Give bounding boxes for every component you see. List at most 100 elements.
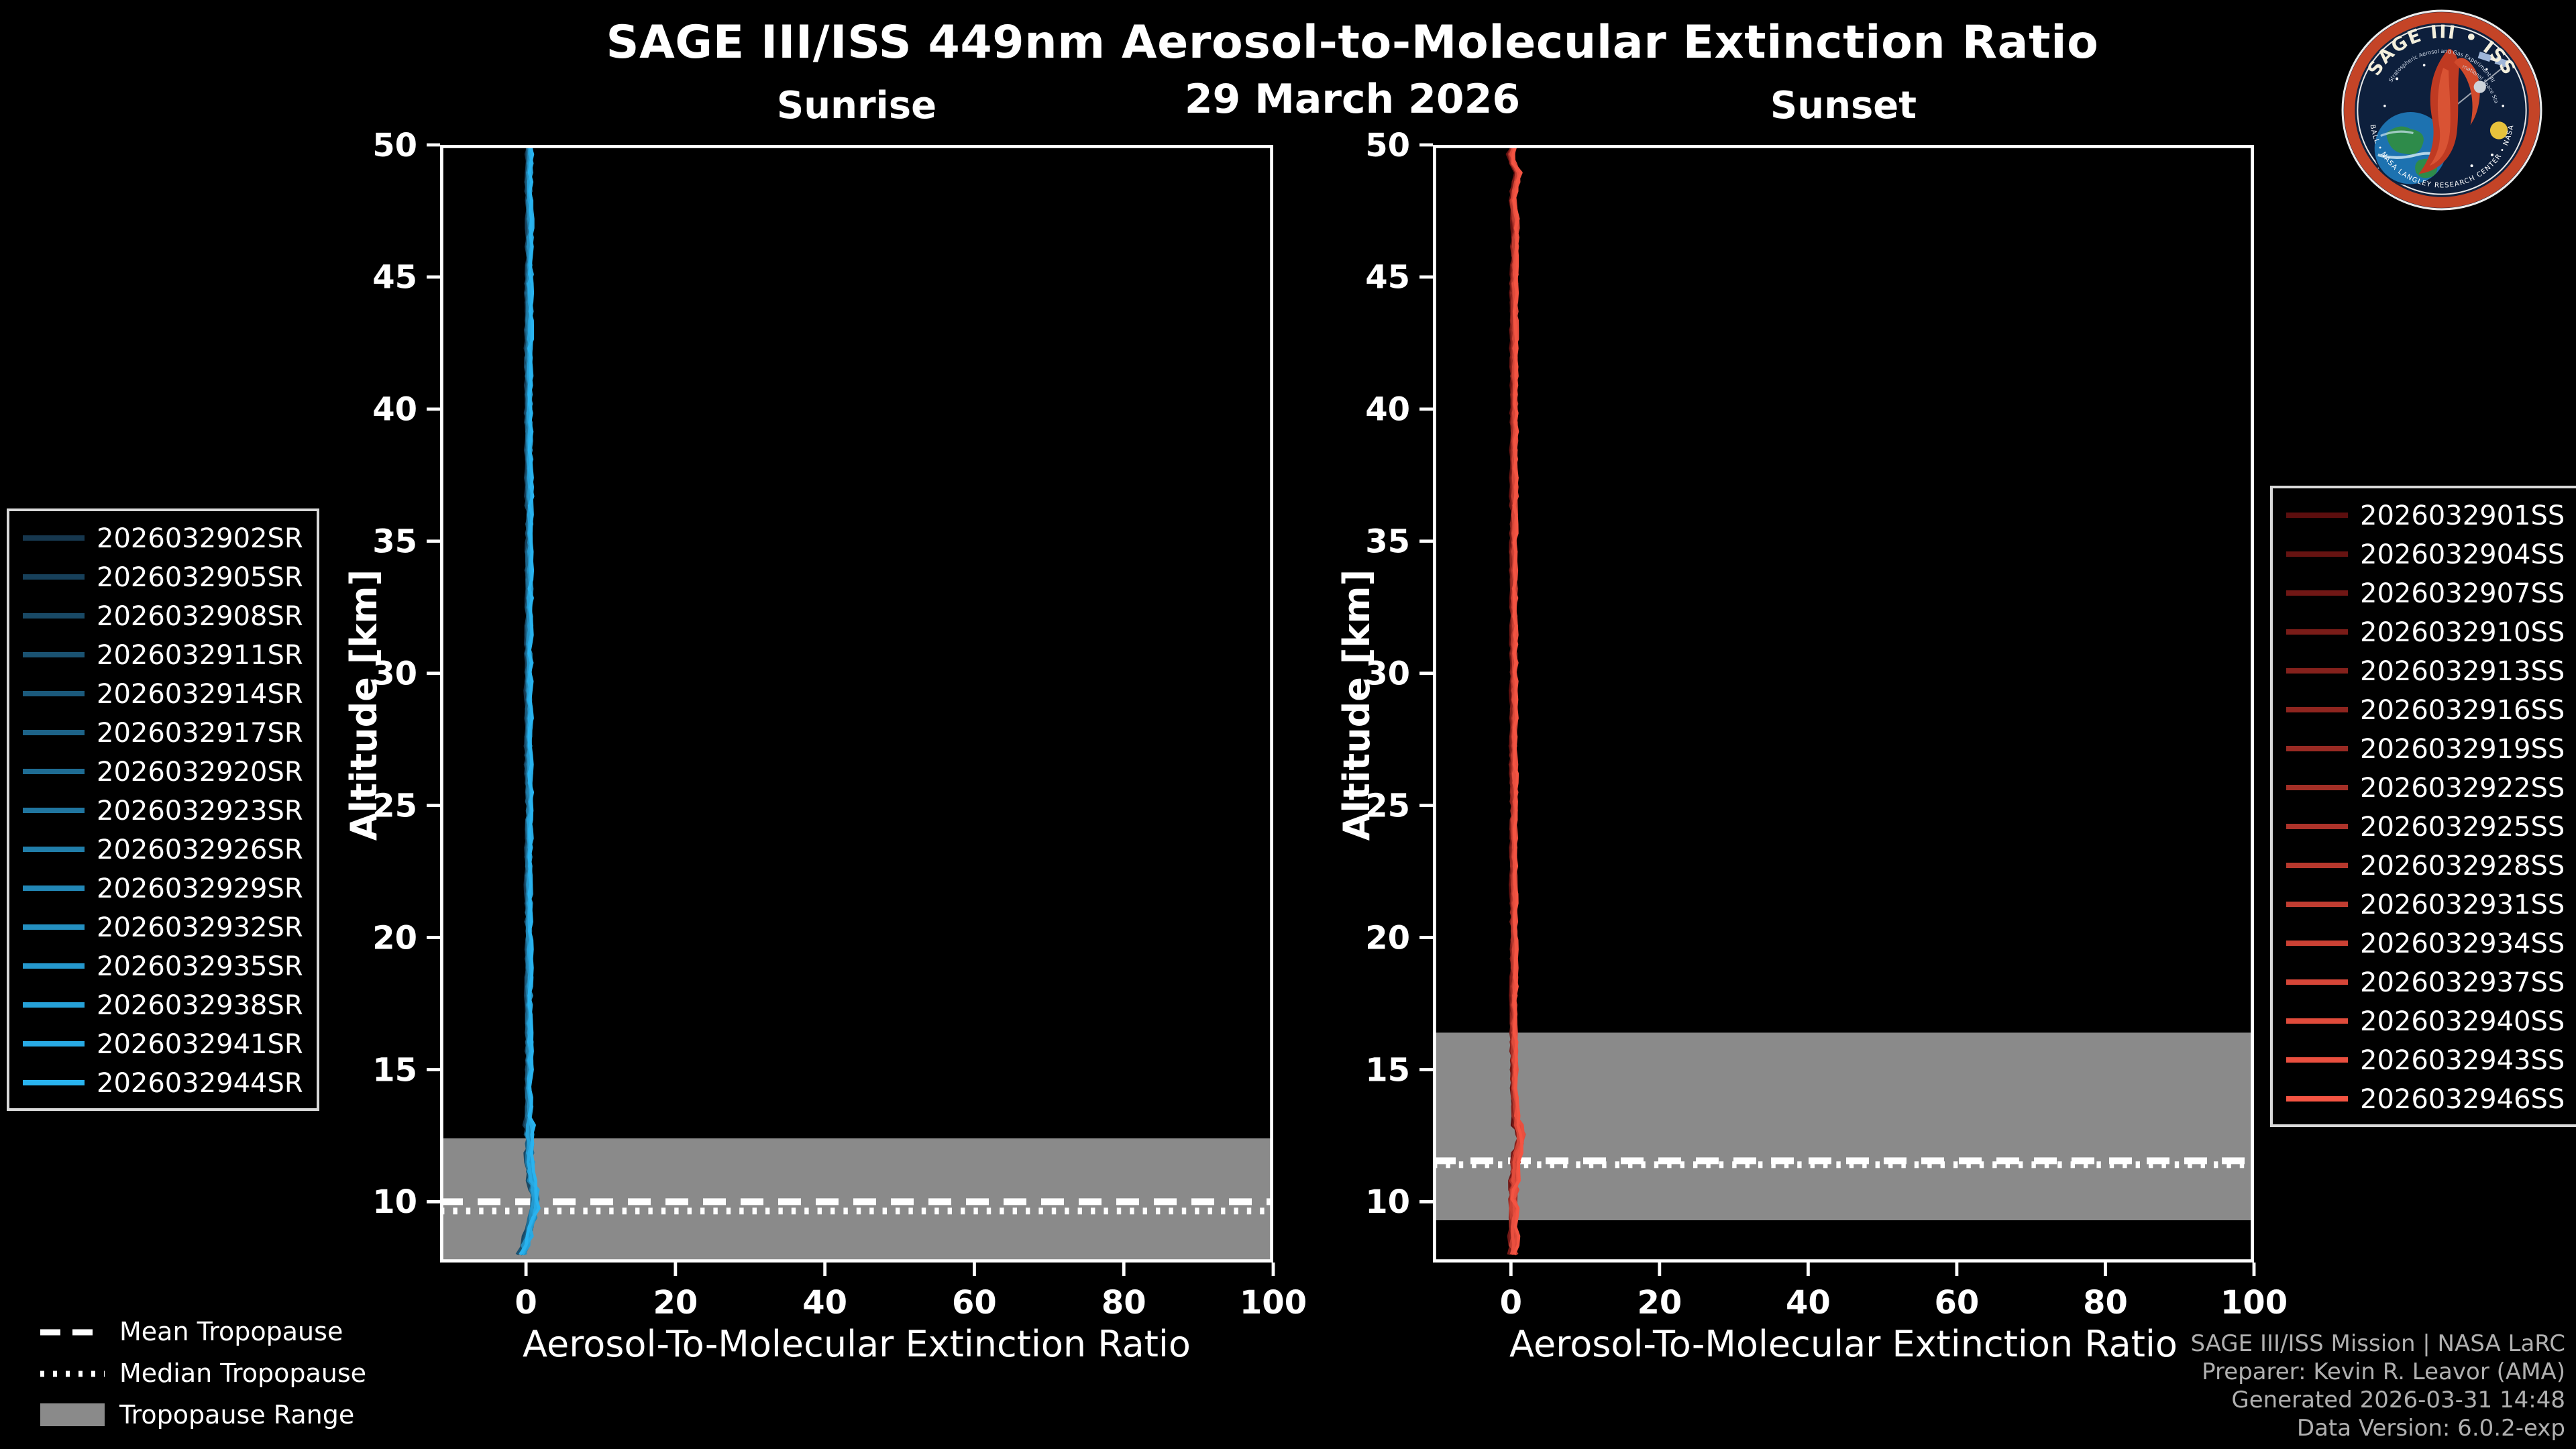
- series-label: 2026032913SS: [2360, 654, 2565, 686]
- series-line-swatch: [23, 690, 85, 696]
- x-tick-label: 0: [1500, 1284, 1522, 1322]
- series-line-swatch: [2286, 901, 2348, 906]
- legend-item: 2026032922SS: [2286, 767, 2565, 806]
- series-line-swatch: [2286, 745, 2348, 751]
- series-label: 2026032910SS: [2360, 615, 2565, 647]
- legend-item: 2026032932SR: [23, 907, 303, 946]
- series-label: 2026032938SR: [97, 988, 303, 1020]
- credit-line: Preparer: Kevin R. Leavor (AMA): [2202, 1359, 2565, 1386]
- series-label: 2026032940SS: [2360, 1004, 2565, 1036]
- legend-item: 2026032928SS: [2286, 845, 2565, 884]
- y-tick-label: 15: [1365, 1051, 1410, 1089]
- credit-line: Generated 2026-03-31 14:48: [2231, 1387, 2565, 1414]
- series-label: 2026032931SS: [2360, 888, 2565, 920]
- legend-item: Mean Tropopause: [40, 1311, 366, 1352]
- series-line-swatch: [23, 1079, 85, 1085]
- legend-item: Tropopause Range: [40, 1394, 366, 1436]
- tropopause-range-swatch: [40, 1403, 105, 1426]
- series-line-swatch: [23, 1040, 85, 1046]
- extinction-profile-line: [1509, 145, 1525, 1255]
- series-line-swatch: [23, 612, 85, 618]
- series-line-swatch: [23, 846, 85, 851]
- series-line-swatch: [23, 729, 85, 735]
- series-label: 2026032925SS: [2360, 810, 2565, 842]
- series-line-swatch: [23, 535, 85, 540]
- x-tick-label: 40: [802, 1284, 847, 1322]
- series-line-swatch: [2286, 1095, 2348, 1101]
- series-label: 2026032929SR: [97, 871, 303, 904]
- legend-item: 2026032925SS: [2286, 806, 2565, 845]
- credit-line: SAGE III/ISS Mission | NASA LaRC: [2190, 1331, 2565, 1358]
- series-label: 2026032907SS: [2360, 576, 2565, 608]
- series-line-swatch: [2286, 551, 2348, 556]
- tropopause-range-band: [1433, 1032, 2254, 1220]
- legend-item: 2026032923SR: [23, 790, 303, 829]
- series-line-swatch: [2286, 1057, 2348, 1062]
- series-line-swatch: [23, 574, 85, 579]
- legend-item: 2026032926SR: [23, 829, 303, 868]
- legend-item: 2026032940SS: [2286, 1001, 2565, 1040]
- series-label: 2026032934SS: [2360, 926, 2565, 959]
- logo-red-ring: [2344, 12, 2540, 208]
- extinction-profile-line: [1510, 145, 1523, 1256]
- legend-item: 2026032929SR: [23, 868, 303, 907]
- y-tick-label: 30: [1365, 655, 1410, 693]
- legend-item: 2026032916SS: [2286, 690, 2565, 729]
- sunrise-x-axis-label: Aerosol-To-Molecular Extinction Ratio: [523, 1324, 1191, 1366]
- logo-robed-figure: [2418, 48, 2480, 174]
- series-line-swatch: [2286, 590, 2348, 595]
- legend-item: 2026032904SS: [2286, 534, 2565, 573]
- legend-item: 2026032917SR: [23, 712, 303, 751]
- series-label: 2026032922SS: [2360, 771, 2565, 803]
- y-tick-label: 40: [372, 391, 417, 429]
- legend-item: 2026032943SS: [2286, 1040, 2565, 1079]
- y-tick-label: 15: [372, 1051, 417, 1089]
- y-tick-label: 35: [372, 523, 417, 561]
- series-line-swatch: [23, 924, 85, 929]
- series-label: 2026032917SR: [97, 716, 303, 748]
- legend-item: 2026032919SS: [2286, 729, 2565, 767]
- series-line-swatch: [2286, 940, 2348, 945]
- legend-label: Mean Tropopause: [119, 1317, 343, 1346]
- series-line-swatch: [2286, 862, 2348, 867]
- series-label: 2026032935SR: [97, 949, 303, 981]
- sunset-panel-title: Sunset: [1770, 83, 1917, 127]
- series-label: 2026032944SR: [97, 1066, 303, 1098]
- y-tick-label: 50: [372, 127, 417, 164]
- series-label: 2026032946SS: [2360, 1082, 2565, 1114]
- mean-tropopause-dash-swatch: [40, 1328, 105, 1335]
- sunset-x-axis-label: Aerosol-To-Molecular Extinction Ratio: [1509, 1324, 2178, 1366]
- y-tick-label: 35: [1365, 523, 1410, 561]
- x-tick-label: 0: [515, 1284, 537, 1322]
- y-tick-label: 10: [372, 1183, 417, 1221]
- legend-item: 2026032935SR: [23, 946, 303, 985]
- legend-item: 2026032902SR: [23, 518, 303, 557]
- legend-label: Tropopause Range: [119, 1400, 355, 1430]
- legend-item: 2026032905SR: [23, 557, 303, 596]
- series-label: 2026032902SR: [97, 521, 303, 553]
- y-tick-label: 25: [1365, 787, 1410, 824]
- sunrise-plot: 10 15 20 25 30 35 40 45 50 0 20 40 60 80 100: [372, 127, 1307, 1322]
- figure-title: SAGE III/ISS 449nm Aerosol-to-Molecular …: [606, 16, 2099, 70]
- series-line-swatch: [2286, 629, 2348, 634]
- legend-item: 2026032920SR: [23, 751, 303, 790]
- y-tick-label: 25: [372, 787, 417, 824]
- legend-item: 2026032914SR: [23, 674, 303, 712]
- series-label: 2026032914SR: [97, 677, 303, 709]
- logo-moon: [2473, 80, 2486, 93]
- legend-item: 2026032911SR: [23, 635, 303, 674]
- median-tropopause-dot-swatch: [40, 1370, 105, 1377]
- sage-iss-logo: SAGE III • ISS Stratospheric Aerosol and…: [2340, 8, 2542, 211]
- legend-item: 2026032941SR: [23, 1024, 303, 1063]
- series-line-swatch: [2286, 667, 2348, 673]
- y-tick-label: 45: [1365, 259, 1410, 297]
- x-tick-label: 100: [2220, 1284, 2288, 1322]
- legend-item: 2026032931SS: [2286, 884, 2565, 923]
- series-label: 2026032920SR: [97, 755, 303, 787]
- x-tick-label: 80: [1102, 1284, 1146, 1322]
- extinction-profile-line: [519, 145, 541, 1256]
- legend-item: 2026032901SS: [2286, 495, 2565, 534]
- series-line-swatch: [23, 963, 85, 968]
- legend-label: Median Tropopause: [119, 1358, 366, 1388]
- legend-item: 2026032944SR: [23, 1063, 303, 1102]
